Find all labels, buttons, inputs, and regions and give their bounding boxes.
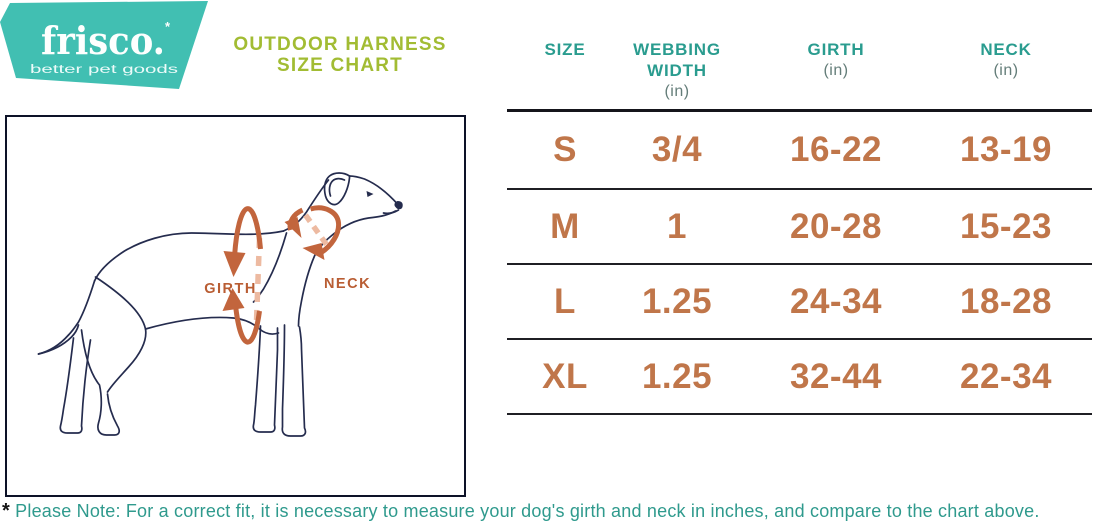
dog-illustration-box: GIRTH NECK — [5, 115, 466, 497]
neck-loop-arrow-icon — [284, 205, 342, 260]
column-header-webbing-width: WEBBING WIDTH (in) — [623, 39, 731, 109]
dog-outline-icon — [37, 172, 400, 437]
brand-registered-mark: * — [165, 19, 171, 34]
cell-size: S — [553, 130, 577, 169]
footnote: * Please Note: For a correct fit, it is … — [2, 500, 1104, 523]
table-row-l: L 1.25 24-34 18-28 — [507, 265, 1092, 340]
cell-neck: 13-19 — [959, 130, 1053, 169]
frisco-logo: frisco. * better pet goods — [0, 0, 215, 97]
dog-nose-icon — [394, 201, 403, 210]
table-row-xl: XL 1.25 32-44 22-34 — [507, 340, 1092, 415]
cell-webbing: 1.25 — [641, 281, 713, 321]
cell-webbing: 1 — [667, 206, 687, 246]
girth-measure-dash-line — [253, 237, 263, 322]
cell-webbing: 1.25 — [641, 356, 713, 396]
cell-girth: 32-44 — [789, 356, 883, 396]
girth-label: GIRTH — [204, 281, 257, 297]
column-header-neck: NECK (in) — [941, 39, 1071, 109]
cell-neck: 22-34 — [959, 356, 1053, 396]
brand-wordmark: frisco. — [41, 18, 165, 63]
girth-loop-arrow-icon — [222, 206, 263, 345]
dog-eye-icon — [366, 191, 374, 197]
cell-neck: 15-23 — [959, 206, 1053, 246]
neck-unit: (in) — [993, 62, 1019, 79]
page-title-line2: SIZE CHART — [276, 55, 403, 76]
size-table: SIZE WEBBING WIDTH (in) GIRTH (in) NECK … — [507, 35, 1092, 415]
neck-measure-dash-line — [303, 213, 330, 248]
cell-girth: 16-22 — [789, 130, 883, 169]
girth-unit: (in) — [823, 62, 849, 79]
cell-size: L — [554, 281, 576, 321]
table-row-m: M 1 20-28 15-23 — [507, 190, 1092, 265]
logo-badge-shape — [0, 1, 208, 89]
table-row-s: S 3/4 16-22 13-19 — [507, 112, 1092, 190]
cell-size: XL — [542, 356, 588, 396]
cell-webbing: 3/4 — [651, 130, 703, 169]
column-header-size: SIZE — [544, 40, 586, 59]
page-title-line1: OUTDOOR HARNESS — [233, 34, 447, 55]
dog-measurement-diagram-icon: GIRTH NECK — [37, 172, 403, 437]
page-title: OUTDOOR HARNESS SIZE CHART — [233, 34, 446, 76]
cell-size: M — [550, 206, 580, 246]
cell-girth: 24-34 — [789, 281, 883, 321]
webbing-unit: (in) — [664, 83, 690, 100]
cell-neck: 18-28 — [959, 281, 1053, 321]
cell-girth: 20-28 — [789, 206, 883, 246]
footnote-asterisk: * — [2, 500, 10, 522]
frisco-logo-badge-icon: frisco. * better pet goods — [0, 1, 208, 89]
brand-tagline: better pet goods — [30, 64, 178, 76]
column-header-girth: GIRTH (in) — [731, 39, 941, 109]
table-header-row: SIZE WEBBING WIDTH (in) GIRTH (in) NECK … — [507, 35, 1092, 112]
footnote-text: Please Note: For a correct fit, it is ne… — [9, 501, 1040, 521]
neck-label: NECK — [324, 276, 371, 292]
